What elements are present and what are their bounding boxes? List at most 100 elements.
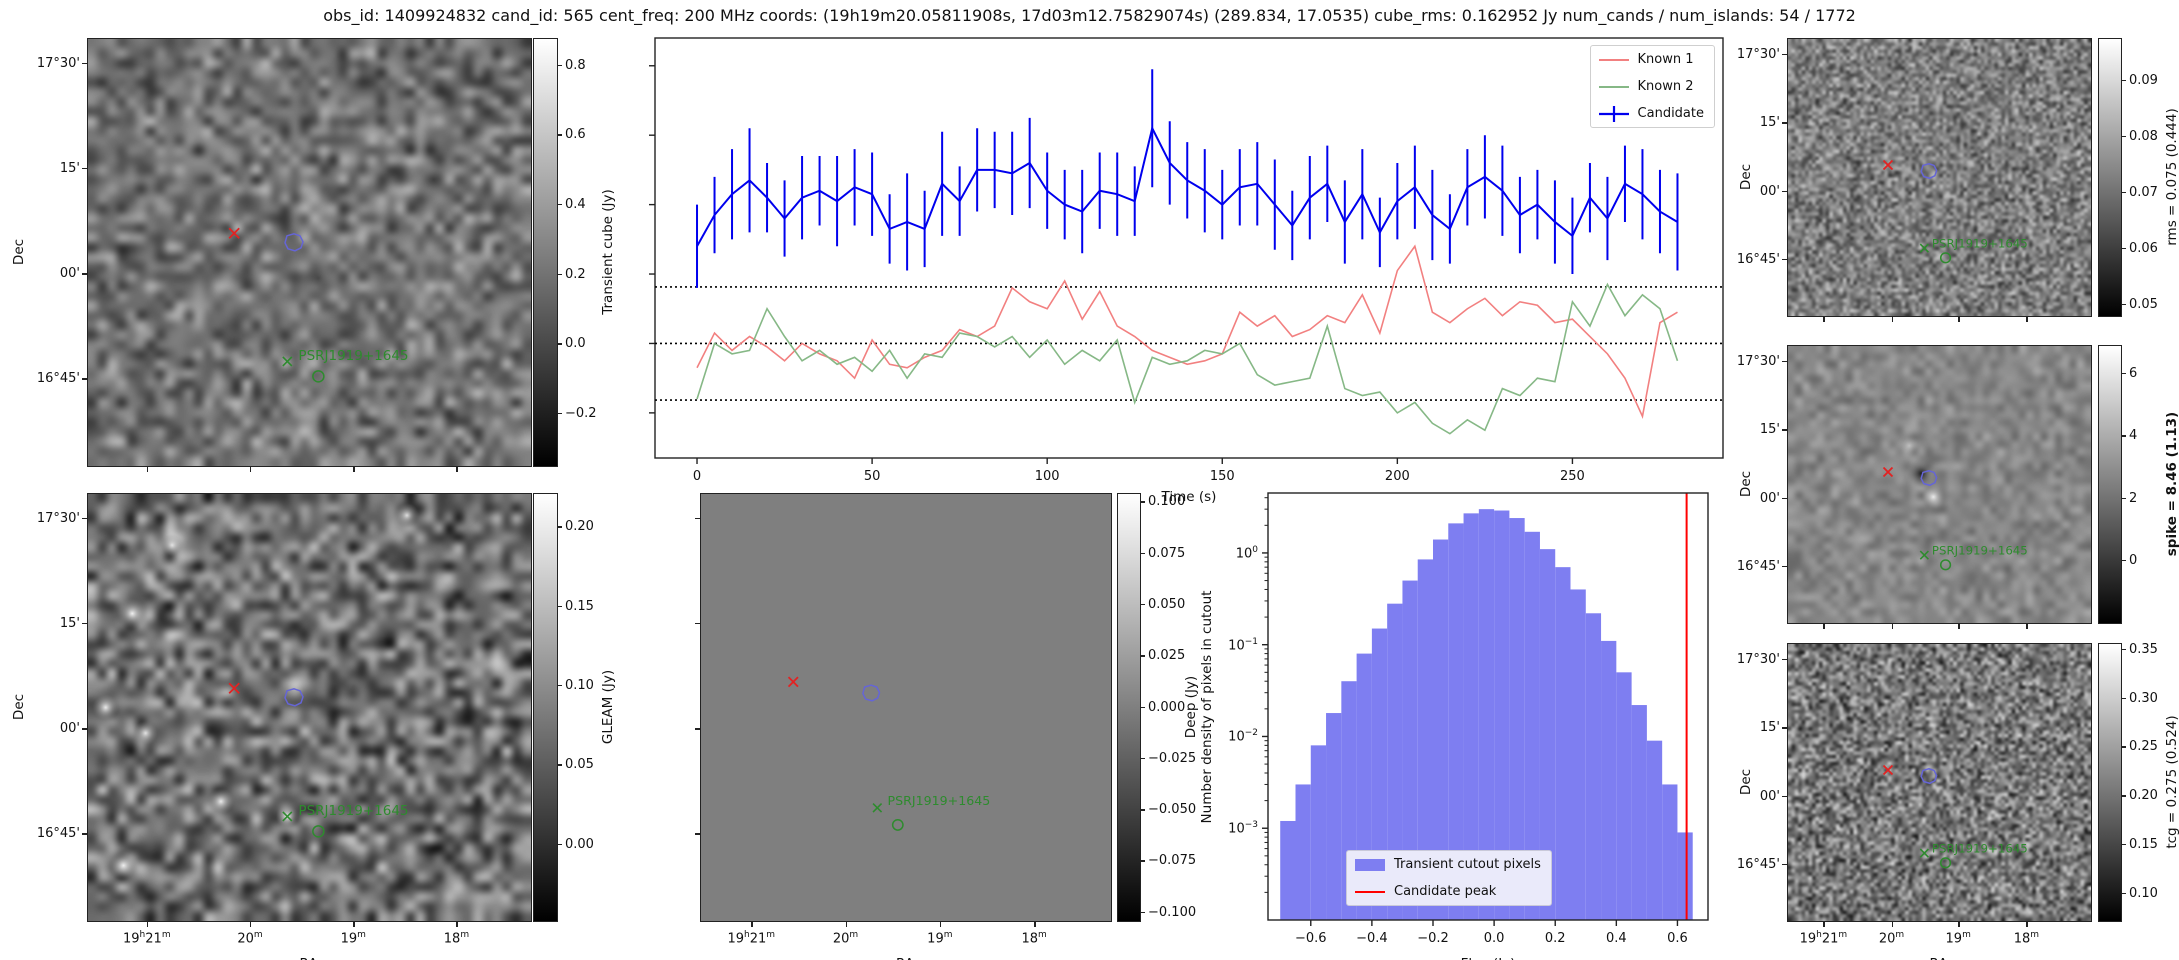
transient-colorbar-label: Transient cube (Jy): [600, 188, 616, 315]
ra-axis-label: RA: [299, 957, 317, 960]
histogram-bar: [1402, 580, 1418, 920]
x-tick-label: −0.4: [1356, 931, 1388, 946]
colorbar-tick: [557, 203, 562, 206]
x-tick-label: −0.2: [1417, 931, 1449, 946]
candidate-x-marker: [1882, 466, 1894, 478]
ra-tick-label: 19h21m: [1799, 930, 1848, 947]
colorbar-tick-label: −0.025: [1148, 750, 1197, 766]
colorbar-tick-label: 6: [2129, 366, 2138, 381]
lightcurve-legend: Known 1 Known 2 Candidate: [1589, 45, 1715, 128]
colorbar-tick: [1140, 655, 1145, 657]
y-tick-label: 100: [1235, 544, 1258, 562]
colorbar-tick: [557, 343, 562, 345]
colorbar-tick: [1140, 860, 1145, 862]
dec-tick-label: 15': [1759, 115, 1780, 131]
colorbar-tick-label: 0.10: [565, 678, 594, 694]
dec-axis-label: Dec: [11, 693, 27, 720]
histogram-bar: [1417, 559, 1433, 920]
colorbar-tick-label: 0.09: [2129, 72, 2158, 88]
colorbar-tick: [557, 685, 562, 687]
axis-tick: [845, 922, 847, 927]
psr-circle-marker: [891, 819, 904, 831]
legend-item: Candidate peak: [1347, 878, 1551, 905]
colorbar-tick-label: 2: [2129, 490, 2138, 506]
colorbar-tick-label: 0.8: [565, 57, 586, 73]
series-known-1: [696, 244, 1678, 419]
dec-tick-label: 15': [59, 615, 80, 631]
x-tick-label: 0.0: [1483, 931, 1505, 946]
colorbar-tick-label: 0.06: [2129, 240, 2158, 256]
colorbar-tick: [557, 412, 562, 415]
ra-tick-label: 20m: [1878, 930, 1905, 947]
axis-tick: [456, 922, 458, 927]
y-tick-label: 10−1: [1228, 636, 1258, 654]
psr-circle-marker: [312, 370, 325, 383]
deep-colorbar-label: Deep (Jy): [1183, 675, 1199, 738]
colorbar-tick-label: −0.100: [1148, 904, 1197, 920]
x-tick-label: 200: [1384, 469, 1410, 484]
axis-tick: [1782, 122, 1787, 124]
psr-label: PSRJ1919+1645: [888, 793, 991, 808]
transient-colorbar: [533, 38, 558, 467]
candidate-x-marker: [1882, 159, 1894, 171]
histogram-bar: [1616, 672, 1632, 920]
dec-tick-label: 00': [1759, 490, 1780, 506]
rms-cutout: PSRJ1919+1645: [1787, 38, 2092, 317]
colorbar-tick-label: 0.08: [2129, 128, 2158, 144]
colorbar-tick: [557, 764, 562, 766]
colorbar-tick-label: −0.050: [1148, 802, 1197, 818]
colorbar-tick-label: 0.07: [2129, 184, 2158, 200]
legend-label: Candidate: [1637, 106, 1704, 121]
legend-label: Known 2: [1637, 79, 1694, 94]
colorbar-tick: [1140, 809, 1145, 811]
axis-tick: [1782, 429, 1787, 431]
dec-axis-label: Dec: [1738, 470, 1754, 497]
colorbar-tick: [2121, 135, 2126, 138]
gleam-cutout-image: [88, 494, 531, 921]
dec-tick-label: 17°30': [36, 55, 80, 71]
spike-cutout: PSRJ1919+1645: [1787, 345, 2092, 624]
colorbar-tick-label: 0.30: [2129, 690, 2158, 706]
ra-tick-label: 18m: [443, 930, 470, 947]
colorbar-tick-label: −0.075: [1148, 853, 1197, 869]
axis-tick: [82, 728, 87, 730]
colorbar-tick-label: 0.025: [1148, 648, 1186, 664]
legend-label: Known 1: [1637, 52, 1694, 67]
colorbar-tick: [2121, 191, 2126, 194]
line-swatch-icon: [1598, 78, 1629, 96]
figure-title: obs_id: 1409924832 cand_id: 565 cent_fre…: [323, 6, 1856, 25]
flux-histogram: 100 10−1 10−2 10−3 −0.6 −0.4 −0.2 0.0 0.2 0.4 0.6 F…: [1228, 492, 1709, 960]
colorbar-tick-label: 0.000: [1148, 699, 1186, 715]
dec-tick-label: 00': [1759, 183, 1780, 199]
axis-tick: [1782, 565, 1787, 568]
lightcurve-plot: 0 50 100 150 200 250 Time (s) Known 1 Known 2 Can…: [649, 37, 1724, 504]
island-contour: [1920, 469, 1938, 487]
dec-tick-label: 16°45': [1736, 856, 1780, 872]
axis-tick: [1782, 727, 1787, 729]
ra-tick-label: 19m: [927, 930, 953, 947]
x-tick-label: 100: [1034, 469, 1060, 484]
legend-item: Known 1: [1591, 46, 1714, 73]
colorbar-tick-label: 0.35: [2129, 641, 2158, 657]
colorbar-tick-label: 0: [2129, 552, 2138, 568]
legend-item: Transient cutout pixels: [1347, 851, 1551, 878]
axis-tick: [82, 517, 87, 520]
psr-x-marker: [1919, 848, 1929, 858]
plot-border: [1267, 492, 1709, 921]
colorbar-tick: [557, 273, 562, 275]
colorbar-tick-label: 0.0: [565, 336, 586, 352]
axis-tick: [2026, 317, 2028, 322]
axis-tick: [456, 467, 458, 472]
ra-tick-label: 20m: [237, 930, 263, 947]
island-contour: [284, 233, 304, 252]
dec-tick-label: 16°45': [36, 826, 80, 842]
colorbar-tick-label: 0.05: [565, 757, 594, 773]
psr-circle-marker: [312, 825, 325, 838]
colorbar-tick: [2121, 795, 2126, 797]
colorbar-tick-label: 0.075: [1148, 545, 1186, 561]
density-axis-label: Number density of pixels in cutout: [1199, 590, 1215, 823]
axis-tick: [82, 273, 87, 275]
dec-tick-label: 17°30': [1736, 354, 1780, 370]
axis-tick: [1891, 624, 1893, 629]
